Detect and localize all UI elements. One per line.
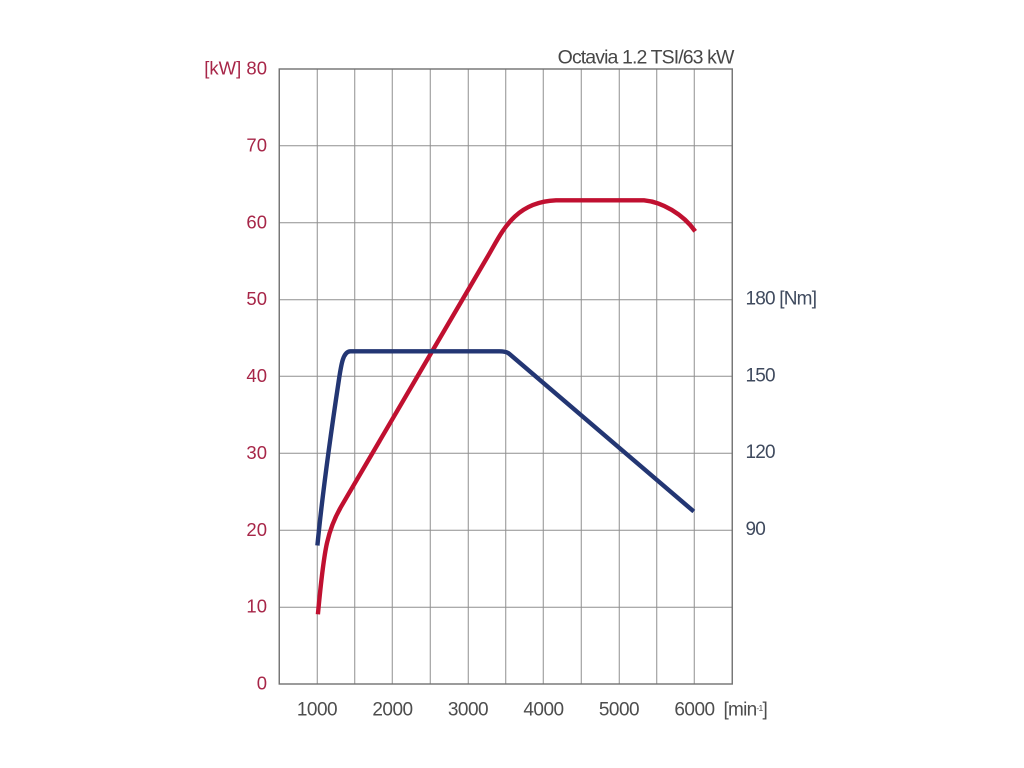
- svg-text:90: 90: [746, 519, 766, 540]
- svg-text:180 [Nm]: 180 [Nm]: [746, 288, 817, 309]
- svg-text:1000: 1000: [297, 700, 337, 721]
- svg-text:2000: 2000: [372, 700, 412, 721]
- svg-text:[kW] 80: [kW] 80: [204, 58, 267, 79]
- svg-text:0: 0: [257, 673, 267, 694]
- svg-text:70: 70: [246, 135, 267, 156]
- svg-text:10: 10: [246, 596, 267, 617]
- svg-text:Octavia 1.2 TSI/63 kW: Octavia 1.2 TSI/63 kW: [558, 47, 735, 69]
- svg-text:4000: 4000: [523, 700, 563, 721]
- svg-text:30: 30: [246, 442, 267, 463]
- svg-text:20: 20: [246, 519, 267, 540]
- svg-text:40: 40: [246, 365, 267, 386]
- svg-text:120: 120: [746, 442, 776, 463]
- svg-text:60: 60: [246, 211, 267, 232]
- svg-text:3000: 3000: [448, 700, 488, 721]
- svg-text:150: 150: [746, 365, 776, 386]
- svg-text:5000: 5000: [599, 700, 639, 721]
- svg-text:6000: 6000: [674, 700, 714, 721]
- svg-text:50: 50: [246, 288, 267, 309]
